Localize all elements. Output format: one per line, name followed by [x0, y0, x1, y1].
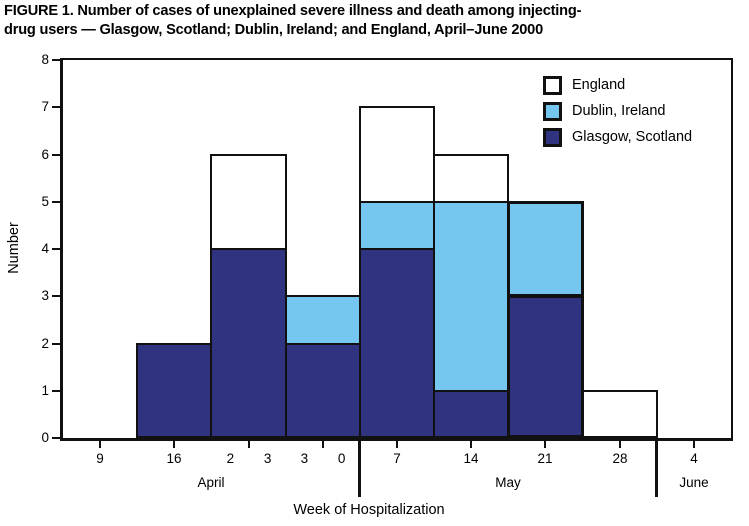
legend-swatch [543, 101, 562, 121]
bar-segment [136, 343, 212, 438]
bar-segment [359, 248, 435, 438]
month-divider [358, 441, 361, 497]
y-axis-tick [52, 295, 60, 297]
month-label: June [679, 475, 709, 490]
y-axis-tick [52, 154, 60, 156]
legend-label: Dublin, Ireland [572, 103, 666, 119]
month-divider [655, 441, 658, 497]
y-tick-label: 1 [41, 383, 49, 398]
x-tick-label: 16 [166, 451, 182, 466]
bar-segment [582, 390, 658, 438]
x-tick-label: 21 [537, 451, 553, 466]
y-axis-tick [52, 343, 60, 345]
x-axis-tick [322, 441, 324, 448]
x-axis-tick [248, 441, 250, 448]
x-tick-label: 3 0 [300, 451, 346, 466]
legend-row: Glasgow, Scotland [543, 124, 692, 150]
y-tick-label: 3 [41, 288, 49, 303]
y-axis-tick [52, 390, 60, 392]
legend-row: England [543, 72, 692, 98]
legend-swatch [543, 127, 562, 147]
figure-title: FIGURE 1. Number of cases of unexplained… [4, 2, 749, 40]
x-axis-title: Week of Hospitalization [293, 502, 445, 518]
bar-segment [285, 295, 361, 345]
y-axis-title: Number [6, 222, 22, 274]
y-tick-label: 4 [41, 241, 49, 256]
y-tick-label: 8 [41, 52, 49, 67]
month-label: May [495, 475, 521, 490]
bar-segment [507, 295, 584, 438]
x-axis-tick [173, 441, 175, 448]
x-axis-tick [693, 441, 695, 448]
bar-segment [433, 201, 509, 392]
y-axis-tick [52, 248, 60, 250]
y-axis-tick [52, 437, 60, 439]
y-tick-label: 5 [41, 194, 49, 209]
x-axis-tick [544, 441, 546, 448]
x-axis-tick [619, 441, 621, 448]
y-tick-label: 0 [41, 430, 49, 445]
x-tick-label: 2 3 [226, 451, 272, 466]
bar-segment [433, 154, 509, 203]
figure-title-line1: FIGURE 1. Number of cases of unexplained… [4, 3, 582, 19]
bar-segment [285, 343, 361, 438]
y-tick-label: 2 [41, 336, 49, 351]
y-axis-tick [52, 106, 60, 108]
legend-label: Glasgow, Scotland [572, 129, 693, 145]
x-tick-label: 14 [463, 451, 479, 466]
x-tick-label: 7 [393, 451, 401, 466]
month-label: April [197, 475, 225, 490]
legend-label: England [572, 77, 626, 93]
bar-segment [359, 201, 435, 250]
legend-row: Dublin, Ireland [543, 98, 692, 124]
y-axis-tick [52, 59, 60, 61]
x-tick-label: 9 [96, 451, 104, 466]
x-axis-tick [396, 441, 398, 448]
figure-title-line2: drug users — Glasgow, Scotland; Dublin, … [4, 22, 543, 38]
x-axis-tick [99, 441, 101, 448]
bar-segment [359, 106, 435, 203]
y-tick-label: 7 [41, 99, 49, 114]
x-tick-label: 4 [690, 451, 698, 466]
bar-segment [210, 154, 287, 250]
y-tick-label: 6 [41, 147, 49, 162]
legend-swatch [543, 75, 562, 95]
bar-segment [507, 201, 584, 297]
legend: England Dublin, Ireland Glasgow, Scotland [543, 72, 692, 150]
bar-segment [433, 390, 509, 438]
y-axis-tick [52, 201, 60, 203]
x-tick-label: 28 [612, 451, 628, 466]
x-axis-tick [470, 441, 472, 448]
bar-segment [210, 248, 287, 438]
